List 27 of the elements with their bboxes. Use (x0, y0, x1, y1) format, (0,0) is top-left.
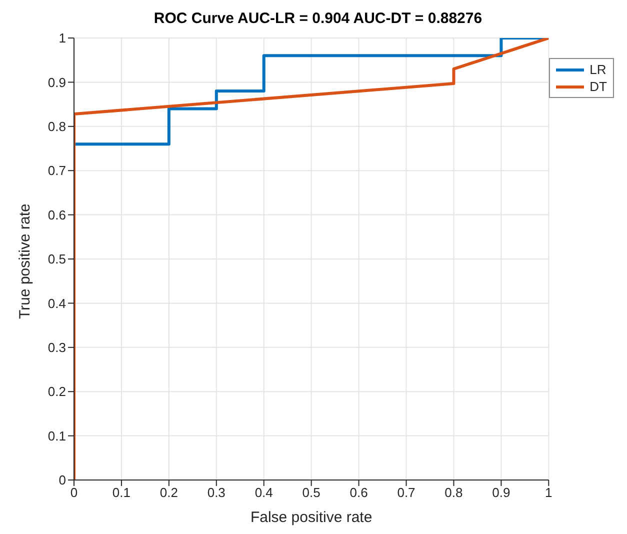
y-tick-label: 0.8 (48, 119, 66, 134)
x-tick-label: 0.7 (397, 485, 416, 500)
x-tick-label: 0.2 (160, 485, 178, 500)
chart-title: ROC Curve AUC-LR = 0.904 AUC-DT = 0.88276 (152, 9, 484, 29)
x-axis-title: False positive rate (250, 509, 372, 526)
y-tick-label: 0.2 (48, 384, 66, 400)
x-tick-label: 0 (70, 485, 78, 500)
x-tick-label: 0.1 (112, 485, 131, 500)
legend-label: LR (590, 61, 606, 78)
y-tick-label: 0.7 (48, 163, 66, 178)
y-tick-label: 0.3 (48, 340, 66, 356)
x-tick-label: 0.6 (350, 485, 368, 500)
x-tick-label: 1 (545, 485, 552, 500)
y-axis-title: True positive rate (16, 204, 34, 319)
x-tick-label: 0.9 (492, 485, 510, 500)
y-tick-label: 0.6 (48, 207, 66, 222)
x-tick-label: 0.8 (444, 485, 463, 500)
y-tick-label: 1 (58, 30, 66, 46)
x-tick-label: 0.3 (207, 485, 226, 500)
legend-label: DT (590, 78, 607, 95)
y-tick-label: 0.4 (48, 296, 66, 311)
y-tick-label: 0.5 (48, 252, 66, 267)
x-tick-label: 0.4 (254, 485, 273, 500)
y-tick-label: 0 (58, 472, 66, 488)
y-tick-label: 0.9 (48, 74, 66, 90)
x-tick-label: 0.5 (302, 485, 320, 500)
y-tick-label: 0.1 (48, 428, 66, 444)
